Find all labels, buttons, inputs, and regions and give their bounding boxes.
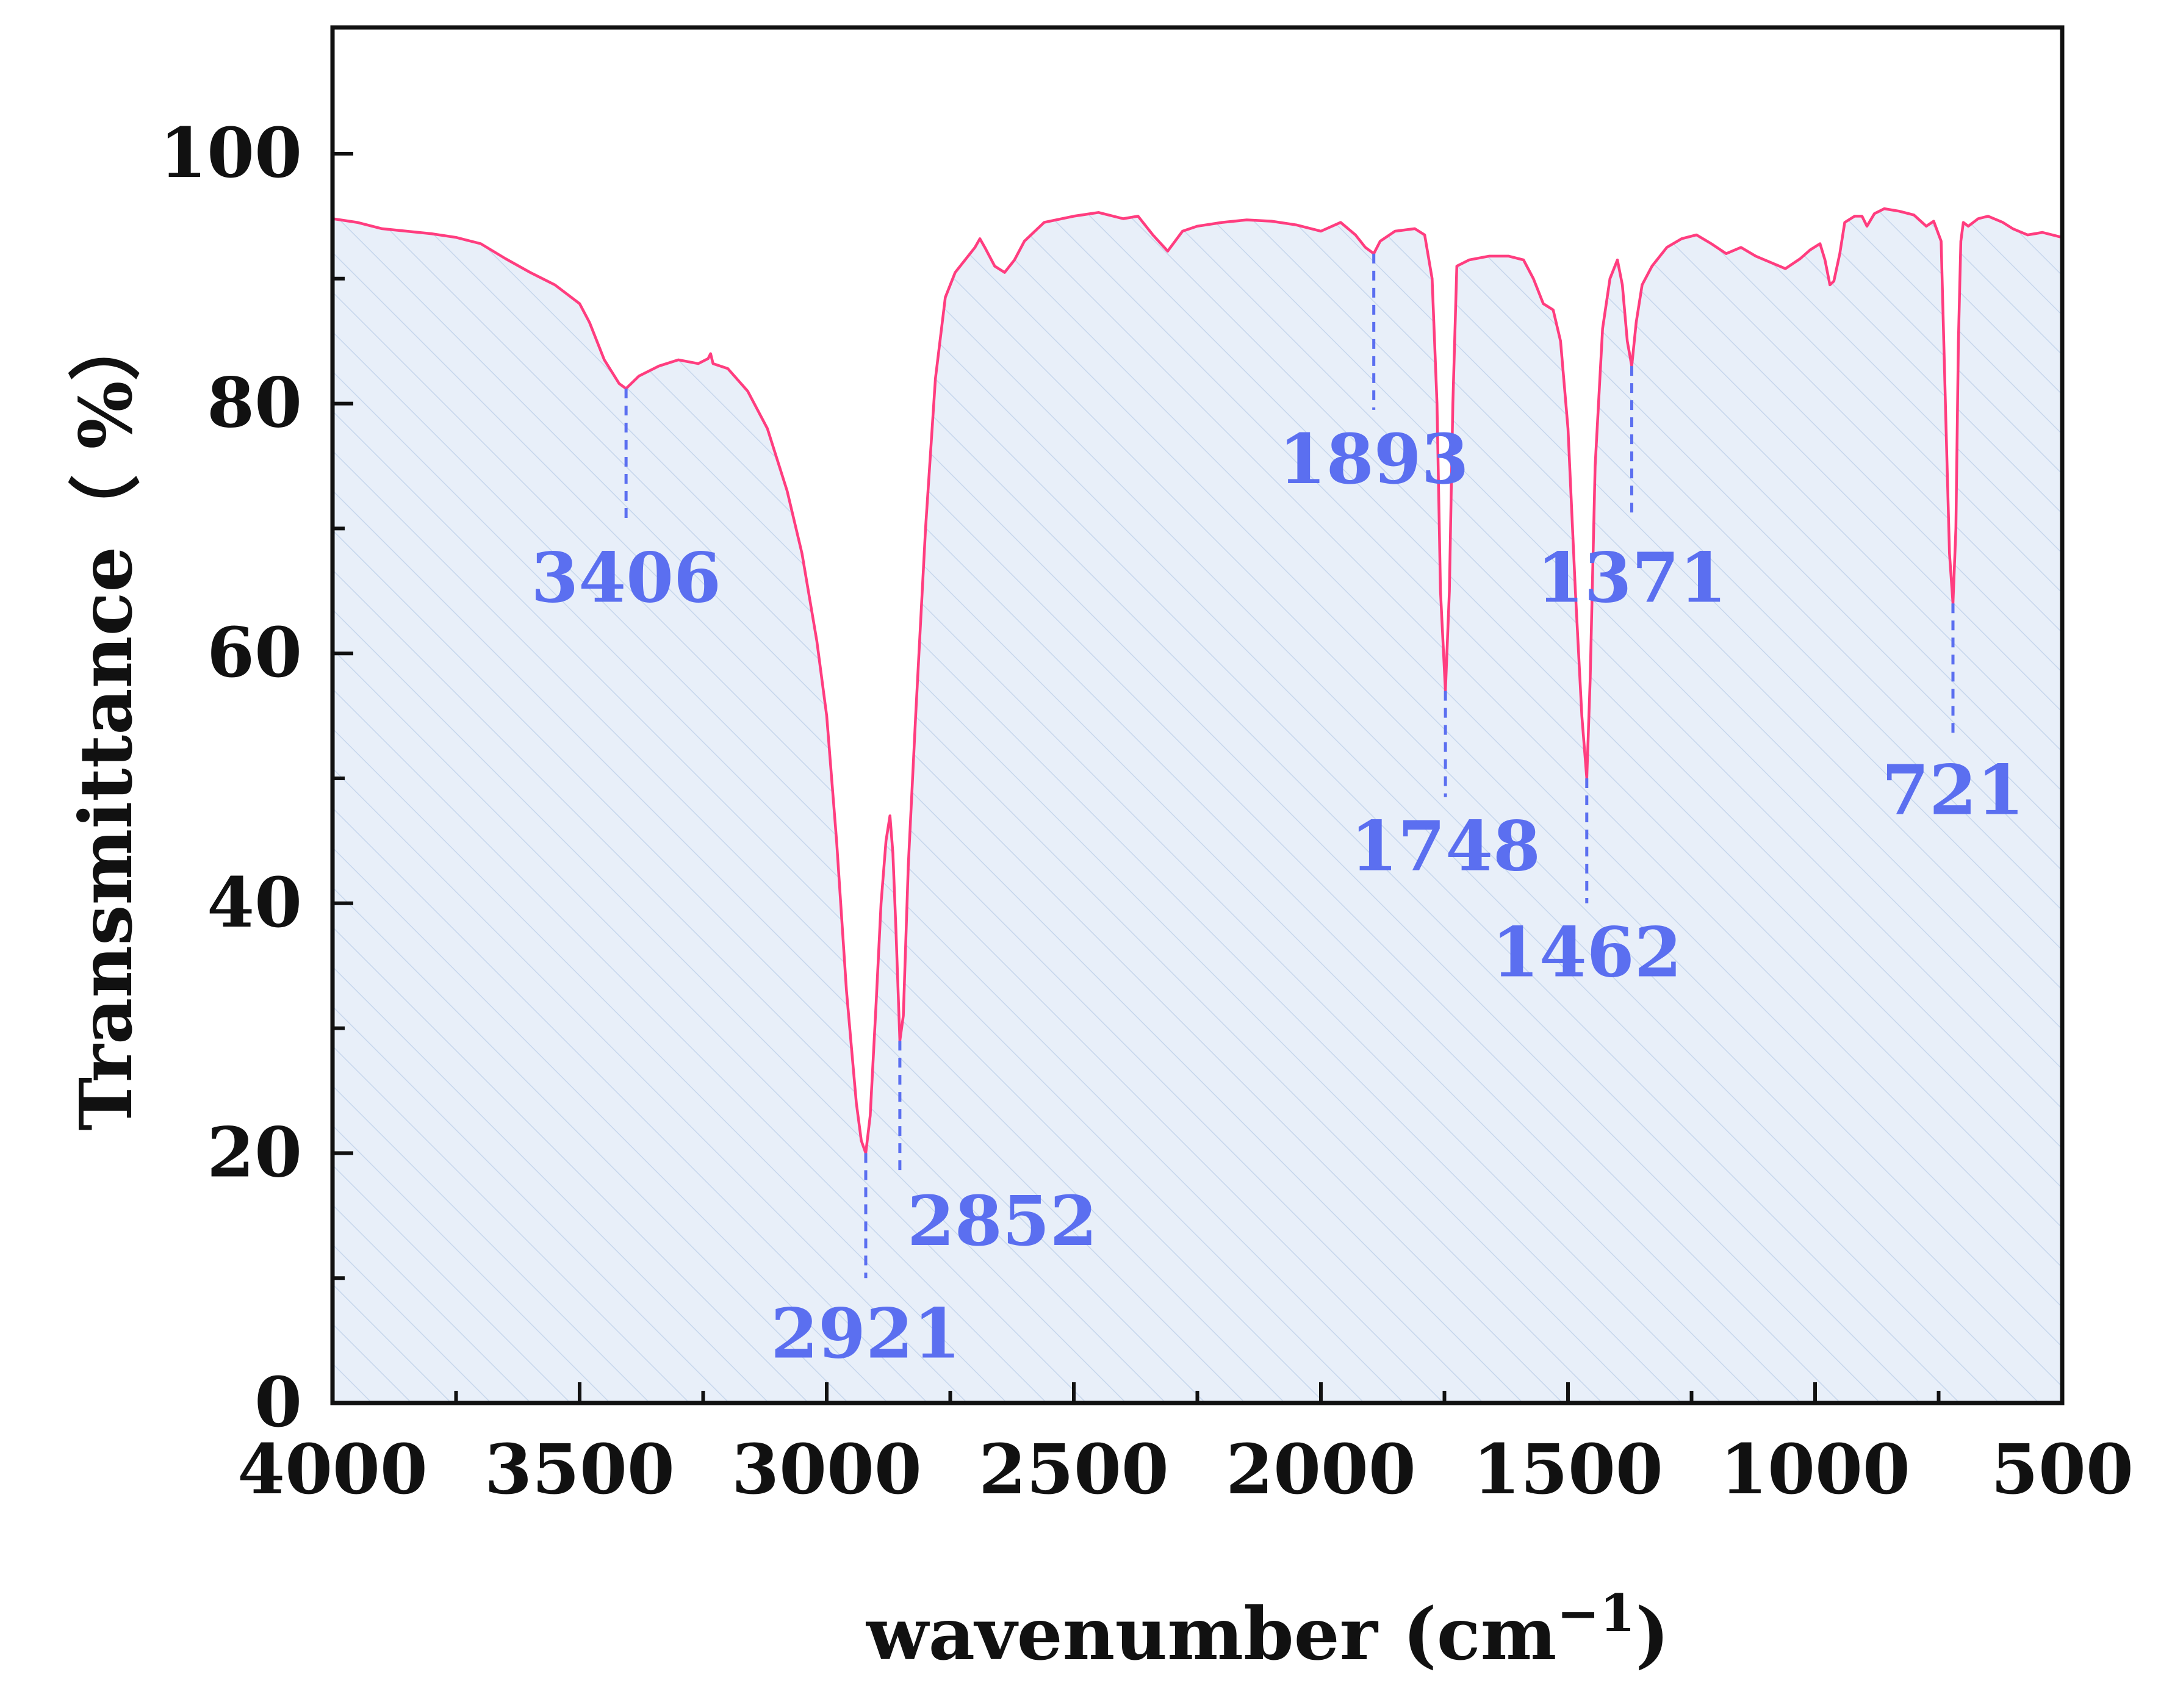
- x-tick-label: 1500: [1473, 1430, 1663, 1510]
- x-tick-label: 3000: [732, 1430, 922, 1510]
- x-axis-title: wavenumber (cm−1): [865, 1583, 1669, 1676]
- x-axis: 4000 3500 3000 2500 2000 1500 1000 500: [237, 1382, 2134, 1510]
- peak-label: 1893: [1279, 420, 1469, 500]
- spectrum-line: [333, 207, 2062, 1155]
- y-tick-label: 100: [159, 113, 302, 193]
- y-axis-title: Transmittance（ %）: [63, 309, 148, 1130]
- spectrum-fill-area: [333, 209, 2062, 1403]
- peak-label: 2921: [771, 1294, 961, 1374]
- x-tick-label: 3500: [484, 1430, 675, 1510]
- peak-label: 721: [1882, 750, 2024, 830]
- peak-label: 1462: [1492, 913, 1682, 993]
- y-tick-label: 20: [207, 1113, 302, 1193]
- x-axis-title-suffix: ): [1635, 1591, 1669, 1676]
- fill-layer: [333, 209, 2062, 1403]
- y-tick-label: 40: [207, 863, 302, 943]
- y-tick-label: 60: [207, 613, 302, 693]
- peak-label: 1748: [1350, 807, 1541, 887]
- peak-label: 2852: [907, 1182, 1098, 1261]
- x-axis-title-superscript: −1: [1557, 1583, 1636, 1643]
- peak-label: 3406: [531, 538, 721, 618]
- x-tick-label: 2500: [979, 1430, 1169, 1510]
- x-tick-label: 4000: [237, 1430, 428, 1510]
- y-tick-label: 0: [254, 1363, 302, 1443]
- curve-layer: [333, 207, 2062, 1155]
- peak-label: 1371: [1537, 538, 1727, 618]
- x-axis-title-main: wavenumber (cm: [865, 1591, 1557, 1676]
- y-tick-label: 80: [207, 364, 302, 443]
- x-tick-label: 1000: [1720, 1430, 1910, 1510]
- peak-markers: 3406 2921 2852 1893 1748 1462 1371 721: [531, 253, 2024, 1374]
- y-axis: 0 20 40 60 80 100: [159, 113, 353, 1443]
- x-tick-label: 2000: [1226, 1430, 1416, 1510]
- x-tick-label: 500: [1991, 1430, 2134, 1510]
